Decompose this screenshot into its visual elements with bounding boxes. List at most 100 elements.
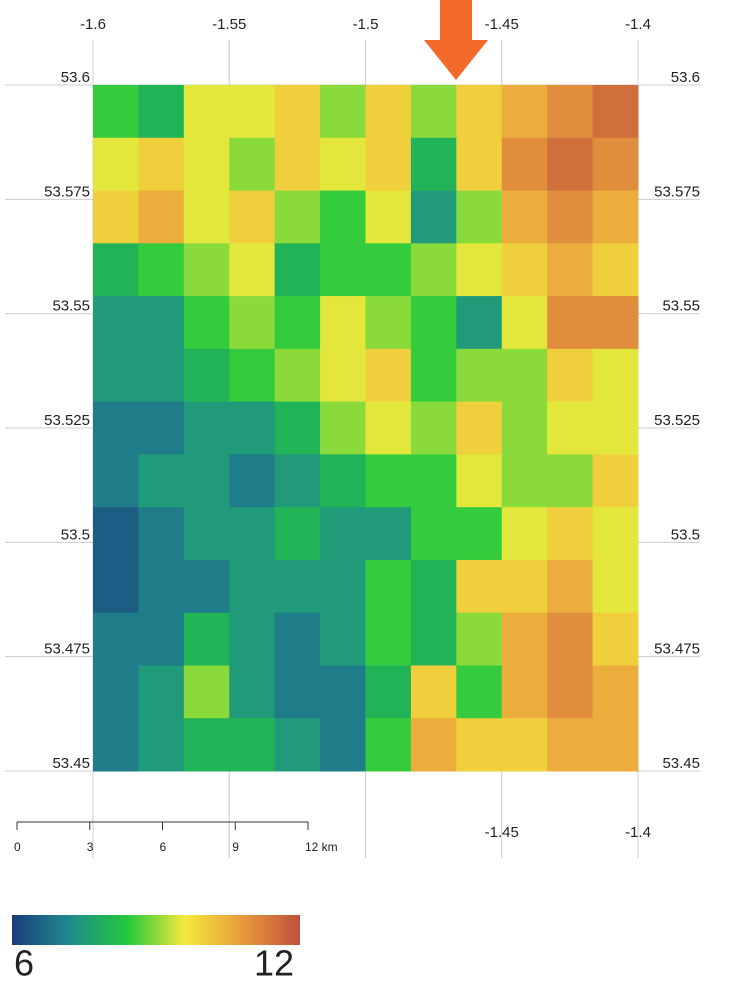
raster-cell [320, 665, 366, 719]
raster-cell [229, 401, 276, 455]
y-tick-label: 53.525 [44, 412, 90, 429]
raster-cell [183, 718, 230, 772]
raster-cell [547, 507, 594, 561]
raster-cell [547, 612, 594, 666]
raster-cell [274, 243, 321, 297]
raster-cell [229, 665, 276, 719]
raster-cell [456, 718, 503, 772]
raster-cell [93, 190, 139, 244]
raster-cell [547, 718, 594, 772]
raster-cell [274, 296, 321, 350]
raster-cell [501, 296, 548, 350]
raster-cell [547, 137, 594, 192]
raster-cell [501, 507, 548, 561]
raster-cell [592, 454, 639, 508]
raster-cell [229, 190, 276, 244]
raster-cell [501, 190, 548, 244]
raster-cell [501, 612, 548, 666]
raster-cell [501, 85, 548, 139]
raster-cell [365, 559, 412, 614]
raster-cell [274, 718, 321, 772]
raster-cell [274, 559, 321, 614]
raster-cell [183, 454, 230, 508]
raster-cell [410, 401, 457, 455]
raster-cell [183, 401, 230, 455]
raster-cell [365, 718, 412, 772]
raster-cell [547, 665, 594, 719]
raster-cell [501, 137, 548, 192]
raster-cell [229, 718, 276, 772]
raster-cell [183, 559, 230, 614]
raster-cell [501, 559, 548, 614]
raster-cell [547, 190, 594, 244]
x-tick-label: -1.4 [625, 16, 651, 33]
raster-cell [320, 401, 366, 455]
scale-label: 12 km [305, 840, 338, 854]
raster-cell [274, 612, 321, 666]
raster-cell [274, 137, 321, 192]
raster-cell [138, 454, 185, 508]
raster-cell [456, 348, 503, 403]
raster-cell [320, 137, 366, 192]
raster-cell [320, 612, 366, 666]
raster-cell [456, 296, 503, 350]
raster-cell [456, 137, 503, 192]
raster-cell [138, 137, 185, 192]
raster-cell [183, 612, 230, 666]
raster-cell [410, 454, 457, 508]
raster-cell [320, 348, 366, 403]
x-tick-label: -1.4 [625, 824, 651, 841]
raster-cell [138, 348, 185, 403]
raster-cell [456, 559, 503, 614]
raster-cell [456, 454, 503, 508]
raster-cell [229, 243, 276, 297]
raster-cell [501, 401, 548, 455]
raster-cell [183, 85, 230, 139]
raster-cell [229, 612, 276, 666]
x-tick-label: -1.55 [212, 16, 246, 33]
raster-cell [456, 507, 503, 561]
y-tick-label: 53.45 [662, 755, 700, 772]
raster-cell [229, 137, 276, 192]
raster-cell [547, 401, 594, 455]
raster-cell [229, 348, 276, 403]
raster-cell [274, 85, 321, 139]
colorbar-label: 6 [14, 943, 34, 984]
raster-cell [592, 190, 639, 244]
raster-cell [410, 507, 457, 561]
scale-label: 3 [87, 840, 94, 854]
raster-cell [138, 243, 185, 297]
raster-cell [183, 348, 230, 403]
raster-cell [93, 559, 139, 614]
raster-cell [365, 296, 412, 350]
raster-cell [592, 401, 639, 455]
raster-cell [274, 190, 321, 244]
y-tick-label: 53.475 [44, 641, 90, 658]
raster-cell [592, 243, 639, 297]
raster-cell [93, 296, 139, 350]
raster-cell [456, 85, 503, 139]
raster-cell [592, 348, 639, 403]
y-tick-label: 53.45 [52, 755, 90, 772]
raster-cell [320, 454, 366, 508]
raster-cell [456, 665, 503, 719]
raster-cell [183, 296, 230, 350]
raster-cell [183, 665, 230, 719]
raster-cell [138, 718, 185, 772]
x-tick-label: -1.5 [353, 16, 379, 33]
raster-cell [365, 454, 412, 508]
raster-cell [365, 348, 412, 403]
raster-cell [93, 718, 139, 772]
raster-cell [274, 348, 321, 403]
raster-cell [365, 85, 412, 139]
raster-cell [320, 85, 366, 139]
raster-cell [274, 507, 321, 561]
raster-cell [229, 296, 276, 350]
raster-cell [138, 665, 185, 719]
raster-cell [501, 243, 548, 297]
y-tick-label: 53.55 [52, 298, 90, 315]
raster-cell [456, 243, 503, 297]
raster-cell [410, 85, 457, 139]
raster-cell [274, 454, 321, 508]
